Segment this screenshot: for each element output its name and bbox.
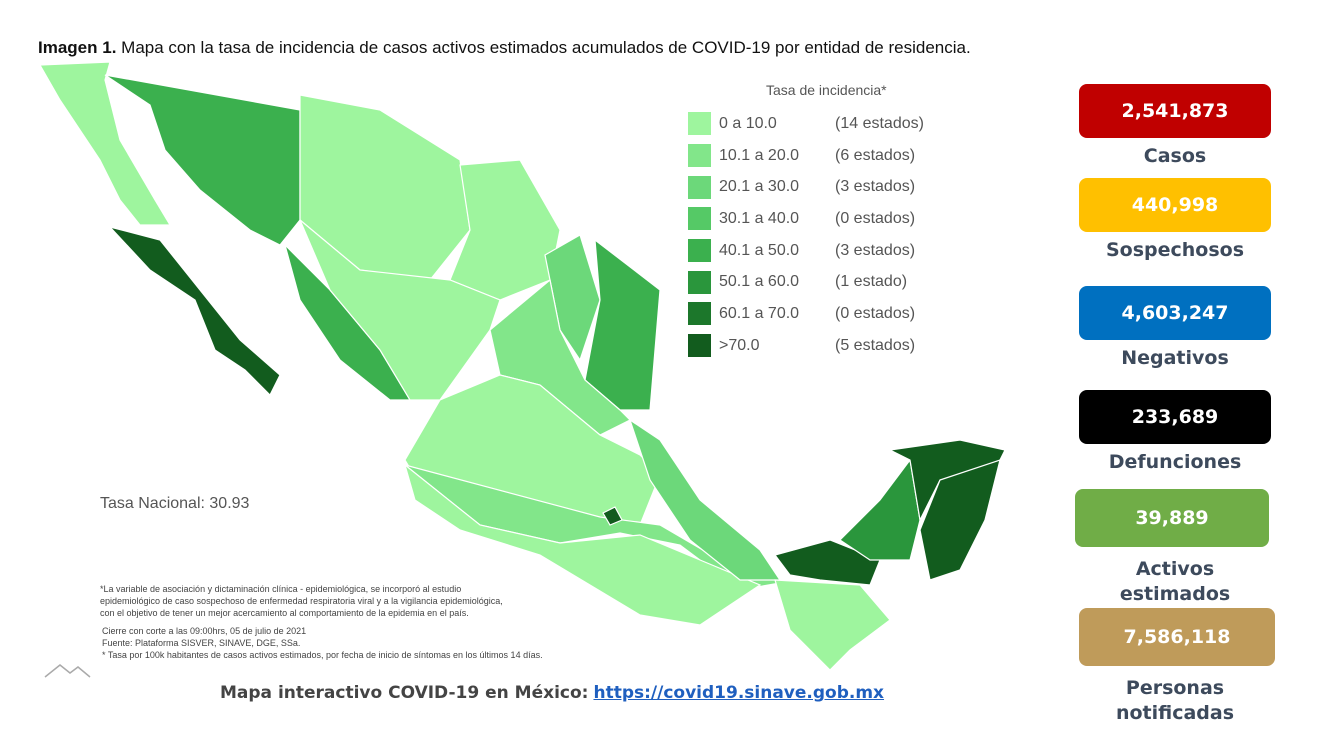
state — [919, 459, 1001, 581]
state — [299, 219, 501, 401]
note: Fuente: Plataforma SISVER, SINAVE, DGE, … — [102, 638, 301, 648]
legend-range: 10.1 a 20.0 — [719, 146, 800, 164]
legend: Tasa de incidencia* 0 a 10.0 (14 estados)… — [688, 82, 924, 362]
stat-label: Personas notificadas — [1075, 676, 1275, 726]
legend-swatch — [688, 144, 711, 168]
legend-swatch — [688, 270, 711, 294]
legend-range: 60.1 a 70.0 — [719, 304, 800, 322]
note: Cierre con corte a las 09:00hrs, 05 de j… — [102, 626, 307, 636]
link-line: Mapa interactivo COVID-19 en México: http… — [220, 683, 884, 703]
legend-rows: 0 a 10.0 (14 estados) 10.1 a 20.0 (6 estado… — [688, 108, 924, 362]
stat-label-line: notificadas — [1115, 702, 1235, 724]
legend-range: 0 a 10.0 — [719, 114, 777, 132]
legend-title: Tasa de incidencia* — [766, 82, 887, 98]
stat-label-line: Defunciones — [1108, 451, 1242, 473]
legend-range: 40.1 a 50.0 — [719, 241, 800, 259]
national-rate: Tasa Nacional: 30.93 — [100, 495, 250, 512]
stat-card: 7,586,118 — [1079, 608, 1275, 666]
state — [449, 159, 561, 301]
legend-row: 50.1 a 60.0 (1 estado) — [688, 266, 924, 298]
legend-swatch — [688, 334, 711, 358]
stat-label-line: estimados — [1119, 583, 1231, 605]
stat-label: Casos — [1075, 144, 1275, 169]
legend-row: 10.1 a 20.0 (6 estados) — [688, 140, 924, 172]
legend-count: (3 estados) — [835, 178, 916, 196]
legend-swatch — [688, 112, 711, 136]
logo — [44, 664, 91, 678]
state — [104, 74, 301, 246]
legend-count: (0 estados) — [835, 304, 916, 322]
legend-row: 0 a 10.0 (14 estados) — [688, 108, 924, 140]
title-text: Mapa con la tasa de incidencia de casos … — [121, 38, 971, 57]
state — [774, 579, 891, 671]
stat-label-line: Sospechosos — [1105, 239, 1245, 261]
stat-card: 233,689 — [1079, 390, 1271, 444]
stat-card: 4,603,247 — [1079, 286, 1271, 340]
legend-row: 40.1 a 50.0 (3 estados) — [688, 235, 924, 267]
legend-range: 20.1 a 30.0 — [719, 178, 800, 196]
stat-label-line: Negativos — [1121, 347, 1229, 369]
stat-label-line: Casos — [1143, 145, 1207, 167]
legend-row: >70.0 (5 estados) — [688, 330, 924, 362]
stat-label: Defunciones — [1075, 450, 1275, 475]
legend-count: (3 estados) — [835, 241, 916, 259]
state — [38, 61, 172, 226]
state — [602, 506, 623, 526]
legend-row: 60.1 a 70.0 (0 estados) — [688, 298, 924, 330]
note: * Tasa por 100k habitantes de casos acti… — [102, 650, 543, 660]
map — [38, 61, 1006, 678]
notes: *La variable de asociación y dictaminaci… — [100, 583, 543, 661]
legend-count: (1 estado) — [835, 273, 908, 291]
note: con el objetivo de tener un mejor acerca… — [100, 608, 469, 618]
note: *La variable de asociación y dictaminaci… — [100, 584, 462, 594]
state — [773, 539, 881, 586]
state — [839, 458, 921, 561]
stat-card: 39,889 — [1075, 489, 1269, 547]
stat-label-line: Personas — [1125, 677, 1225, 699]
legend-swatch — [688, 239, 711, 263]
title: Imagen 1. Mapa con la tasa de incidencia… — [38, 38, 971, 58]
link-label: Mapa interactivo COVID-19 en México: — [220, 683, 589, 703]
legend-count: (5 estados) — [835, 336, 916, 354]
stat-label: Activos estimados — [1075, 557, 1275, 607]
legend-range: 30.1 a 40.0 — [719, 209, 800, 227]
stat-label-line: Activos — [1135, 558, 1215, 580]
legend-swatch — [688, 175, 711, 199]
legend-row: 20.1 a 30.0 (3 estados) — [688, 171, 924, 203]
note: epidemiológico de caso sospechoso de enf… — [100, 596, 503, 606]
legend-row: 30.1 a 40.0 (0 estados) — [688, 203, 924, 235]
link[interactable]: https://covid19.sinave.gob.mx — [593, 683, 885, 703]
state — [584, 238, 661, 411]
stat-card: 440,998 — [1079, 178, 1271, 232]
state — [108, 225, 281, 397]
legend-count: (6 estados) — [835, 146, 916, 164]
legend-range: 50.1 a 60.0 — [719, 273, 800, 291]
stat-label: Sospechosos — [1075, 238, 1275, 263]
legend-swatch — [688, 302, 711, 326]
legend-count: (0 estados) — [835, 209, 916, 227]
state — [403, 463, 762, 626]
legend-count: (14 estados) — [835, 114, 924, 132]
stat-label: Negativos — [1075, 346, 1275, 371]
legend-swatch — [688, 207, 711, 231]
title-bold: Imagen 1. — [38, 38, 117, 57]
legend-range: >70.0 — [719, 336, 760, 354]
stat-card: 2,541,873 — [1079, 84, 1271, 138]
